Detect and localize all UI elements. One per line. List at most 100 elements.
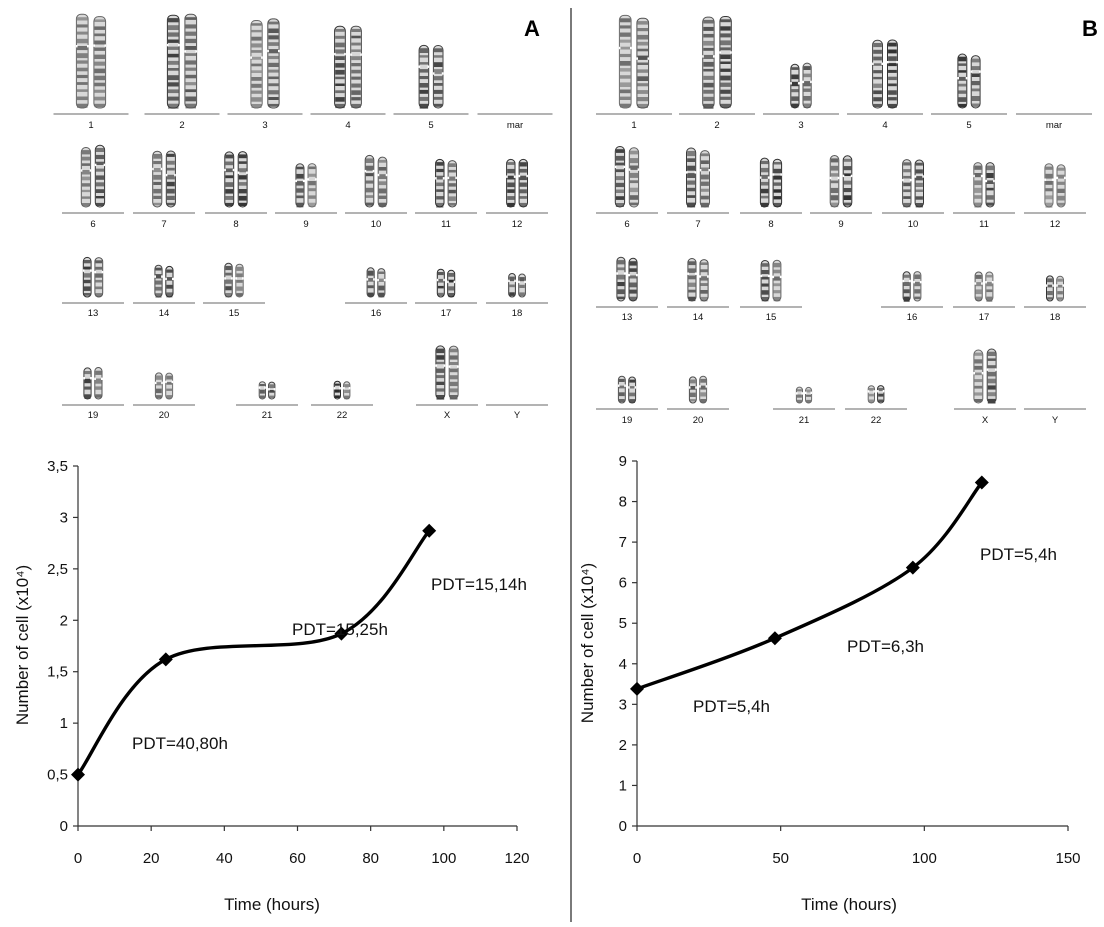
chromosome-pair-18: 18 bbox=[1024, 275, 1086, 323]
chromosome-pair-17: 17 bbox=[953, 271, 1015, 323]
chromosome-label: 13 bbox=[88, 308, 99, 319]
chromosome-pair-5: 5 bbox=[931, 53, 1007, 131]
chromosome-label: 22 bbox=[871, 415, 882, 426]
chromosome-pair-3: 3 bbox=[763, 62, 839, 131]
chromosome-pair-12: 12 bbox=[486, 158, 548, 230]
data-point-marker bbox=[905, 560, 920, 575]
chromosome-label: 16 bbox=[907, 312, 918, 323]
y-tick-label: 3 bbox=[60, 509, 68, 526]
chromosome-label: 2 bbox=[179, 120, 184, 131]
chromosome-pair-5: 5 bbox=[393, 44, 469, 131]
chromosome-label: 6 bbox=[624, 219, 629, 230]
chromosome-label: mar bbox=[507, 120, 523, 131]
chromosome-pair-X: X bbox=[416, 345, 478, 421]
chromosome-pair-9: 9 bbox=[810, 155, 872, 230]
chromosome-label: 18 bbox=[1050, 312, 1061, 323]
chromosome-label: 18 bbox=[512, 308, 523, 319]
chromosome-label: 19 bbox=[88, 410, 99, 421]
chromosome-pair-9: 9 bbox=[275, 163, 337, 230]
x-tick-label: 60 bbox=[289, 850, 306, 867]
chromosome-label: 13 bbox=[622, 312, 633, 323]
growth-chart-panel-b: 0 1 2 3 4 5 6 7 8 9 0 50 100 150 Time (hours) Number of… bbox=[578, 453, 1081, 914]
chromosome-pair-7: 7 bbox=[667, 147, 729, 230]
x-axis-title: Time (hours) bbox=[224, 895, 320, 914]
chromosome-label: 1 bbox=[631, 120, 636, 131]
data-point-marker bbox=[422, 523, 437, 538]
y-tick-label: 0 bbox=[619, 818, 627, 835]
x-axis-title: Time (hours) bbox=[801, 895, 897, 914]
panel-letter-b: B bbox=[1082, 16, 1098, 41]
x-tick-label: 50 bbox=[772, 850, 789, 867]
chromosome-pair-4: 4 bbox=[847, 39, 923, 131]
chromosome-label: 5 bbox=[428, 120, 433, 131]
chromosome-label: 12 bbox=[1050, 219, 1061, 230]
chromosome-label: 22 bbox=[337, 410, 348, 421]
pdt-annotation: PDT=15,14h bbox=[431, 575, 527, 594]
y-tick-label: 1 bbox=[619, 777, 627, 794]
x-tick-label: 150 bbox=[1055, 850, 1080, 867]
chromosome-pair-11: 11 bbox=[415, 158, 477, 230]
y-axis-title: Number of cell (x10⁴) bbox=[578, 563, 597, 723]
chromosome-label: 1 bbox=[88, 120, 93, 131]
chromosome-pair-10: 10 bbox=[345, 154, 407, 230]
chromosome-pair-6: 6 bbox=[62, 144, 124, 230]
chromosome-label: 15 bbox=[766, 312, 777, 323]
chromosome-label: Y bbox=[1052, 415, 1059, 426]
chromosome-pair-mar: mar bbox=[1016, 113, 1092, 131]
chromosome-pair-1: 1 bbox=[596, 14, 672, 131]
y-tick-label: 9 bbox=[619, 453, 627, 470]
chromosome-pair-8: 8 bbox=[205, 151, 267, 230]
y-tick-label: 2,5 bbox=[47, 561, 68, 578]
chromosome-label: 20 bbox=[159, 410, 170, 421]
chromosome-label: 19 bbox=[622, 415, 633, 426]
chromosome-pair-mar: mar bbox=[477, 113, 553, 131]
chromosome-label: 12 bbox=[512, 219, 523, 230]
chromosome-label: 17 bbox=[441, 308, 452, 319]
chromosome-label: 9 bbox=[303, 219, 308, 230]
chromosome-label: 3 bbox=[262, 120, 267, 131]
x-tick-label: 120 bbox=[504, 850, 529, 867]
chromosome-label: X bbox=[444, 410, 451, 421]
chromosome-pair-11: 11 bbox=[953, 162, 1015, 230]
y-tick-label: 3,5 bbox=[47, 458, 68, 475]
chromosome-pair-22: 22 bbox=[311, 380, 373, 421]
chromosome-pair-20: 20 bbox=[133, 372, 195, 421]
chromosome-pair-22: 22 bbox=[845, 385, 907, 426]
chromosome-pair-10: 10 bbox=[882, 159, 944, 230]
chromosome-label: 21 bbox=[262, 410, 273, 421]
chromosome-pair-17: 17 bbox=[415, 268, 477, 319]
panel-letter-a: A bbox=[524, 16, 540, 41]
y-tick-label: 3 bbox=[619, 696, 627, 713]
data-point-marker bbox=[334, 626, 349, 641]
y-tick-label: 5 bbox=[619, 615, 627, 632]
chromosome-pair-19: 19 bbox=[596, 375, 658, 426]
chromosome-label: 15 bbox=[229, 308, 240, 319]
chromosome-label: 4 bbox=[882, 120, 887, 131]
y-tick-label: 7 bbox=[619, 534, 627, 551]
chromosome-pair-14: 14 bbox=[667, 258, 729, 323]
chromosome-pair-X: X bbox=[954, 348, 1016, 426]
chromosome-label: 8 bbox=[768, 219, 773, 230]
pdt-annotation: PDT=15,25h bbox=[292, 620, 388, 639]
x-tick-label: 20 bbox=[143, 850, 160, 867]
chromosome-pair-2: 2 bbox=[144, 13, 220, 131]
chromosome-pair-1: 1 bbox=[53, 13, 129, 131]
chromosome-label: 4 bbox=[345, 120, 350, 131]
chromosome-pair-4: 4 bbox=[310, 25, 386, 131]
chromosome-label: 14 bbox=[693, 312, 704, 323]
growth-curve bbox=[636, 481, 984, 691]
chromosome-label: 2 bbox=[714, 120, 719, 131]
chromosome-pair-3: 3 bbox=[227, 18, 303, 131]
chromosome-pair-14: 14 bbox=[133, 264, 195, 319]
chromosome-pair-21: 21 bbox=[773, 386, 835, 426]
y-tick-label: 6 bbox=[619, 575, 627, 592]
chromosome-pair-21: 21 bbox=[236, 381, 298, 421]
chromosome-pair-2: 2 bbox=[679, 16, 755, 131]
chromosome-pair-20: 20 bbox=[667, 375, 729, 426]
chromosome-pair-Y: Y bbox=[1024, 408, 1086, 426]
chromosome-label: 11 bbox=[979, 219, 989, 230]
y-tick-label: 8 bbox=[619, 494, 627, 511]
chromosome-label: 10 bbox=[371, 219, 382, 230]
